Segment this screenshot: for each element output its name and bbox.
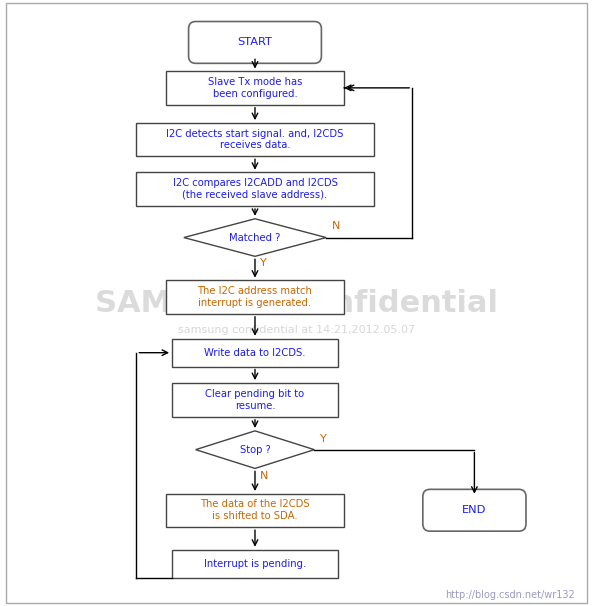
Text: I2C compares I2CADD and I2CDS
(the received slave address).: I2C compares I2CADD and I2CDS (the recei… [173, 178, 337, 200]
Text: Slave Tx mode has
been configured.: Slave Tx mode has been configured. [208, 77, 302, 99]
Text: http://blog.csdn.net/wr132: http://blog.csdn.net/wr132 [445, 590, 575, 600]
FancyBboxPatch shape [166, 493, 344, 527]
Text: N: N [260, 471, 268, 482]
Text: The I2C address match
interrupt is generated.: The I2C address match interrupt is gener… [197, 286, 313, 308]
FancyBboxPatch shape [136, 172, 374, 206]
FancyBboxPatch shape [166, 280, 344, 314]
Text: Y: Y [320, 433, 327, 444]
Text: SAMSUNG  Confidential: SAMSUNG Confidential [95, 288, 498, 318]
FancyBboxPatch shape [172, 339, 338, 367]
FancyBboxPatch shape [423, 490, 526, 531]
Text: Matched ?: Matched ? [229, 233, 280, 242]
Polygon shape [184, 219, 326, 256]
FancyBboxPatch shape [172, 384, 338, 417]
Text: N: N [332, 221, 340, 231]
Text: Stop ?: Stop ? [240, 445, 270, 454]
Text: samsung confidential at 14:21,2012.05.07: samsung confidential at 14:21,2012.05.07 [178, 325, 415, 335]
FancyBboxPatch shape [172, 550, 338, 578]
FancyBboxPatch shape [136, 122, 374, 156]
Text: Write data to I2CDS.: Write data to I2CDS. [204, 348, 306, 358]
Text: The data of the I2CDS
is shifted to SDA.: The data of the I2CDS is shifted to SDA. [200, 499, 310, 521]
Text: START: START [238, 38, 272, 47]
Text: Clear pending bit to
resume.: Clear pending bit to resume. [205, 389, 305, 411]
Text: I2C detects start signal. and, I2CDS
receives data.: I2C detects start signal. and, I2CDS rec… [166, 128, 344, 150]
Text: END: END [462, 505, 487, 515]
FancyBboxPatch shape [189, 21, 321, 64]
Text: Interrupt is pending.: Interrupt is pending. [204, 559, 306, 568]
Polygon shape [196, 431, 314, 468]
Text: Y: Y [260, 258, 266, 268]
FancyBboxPatch shape [166, 71, 344, 104]
